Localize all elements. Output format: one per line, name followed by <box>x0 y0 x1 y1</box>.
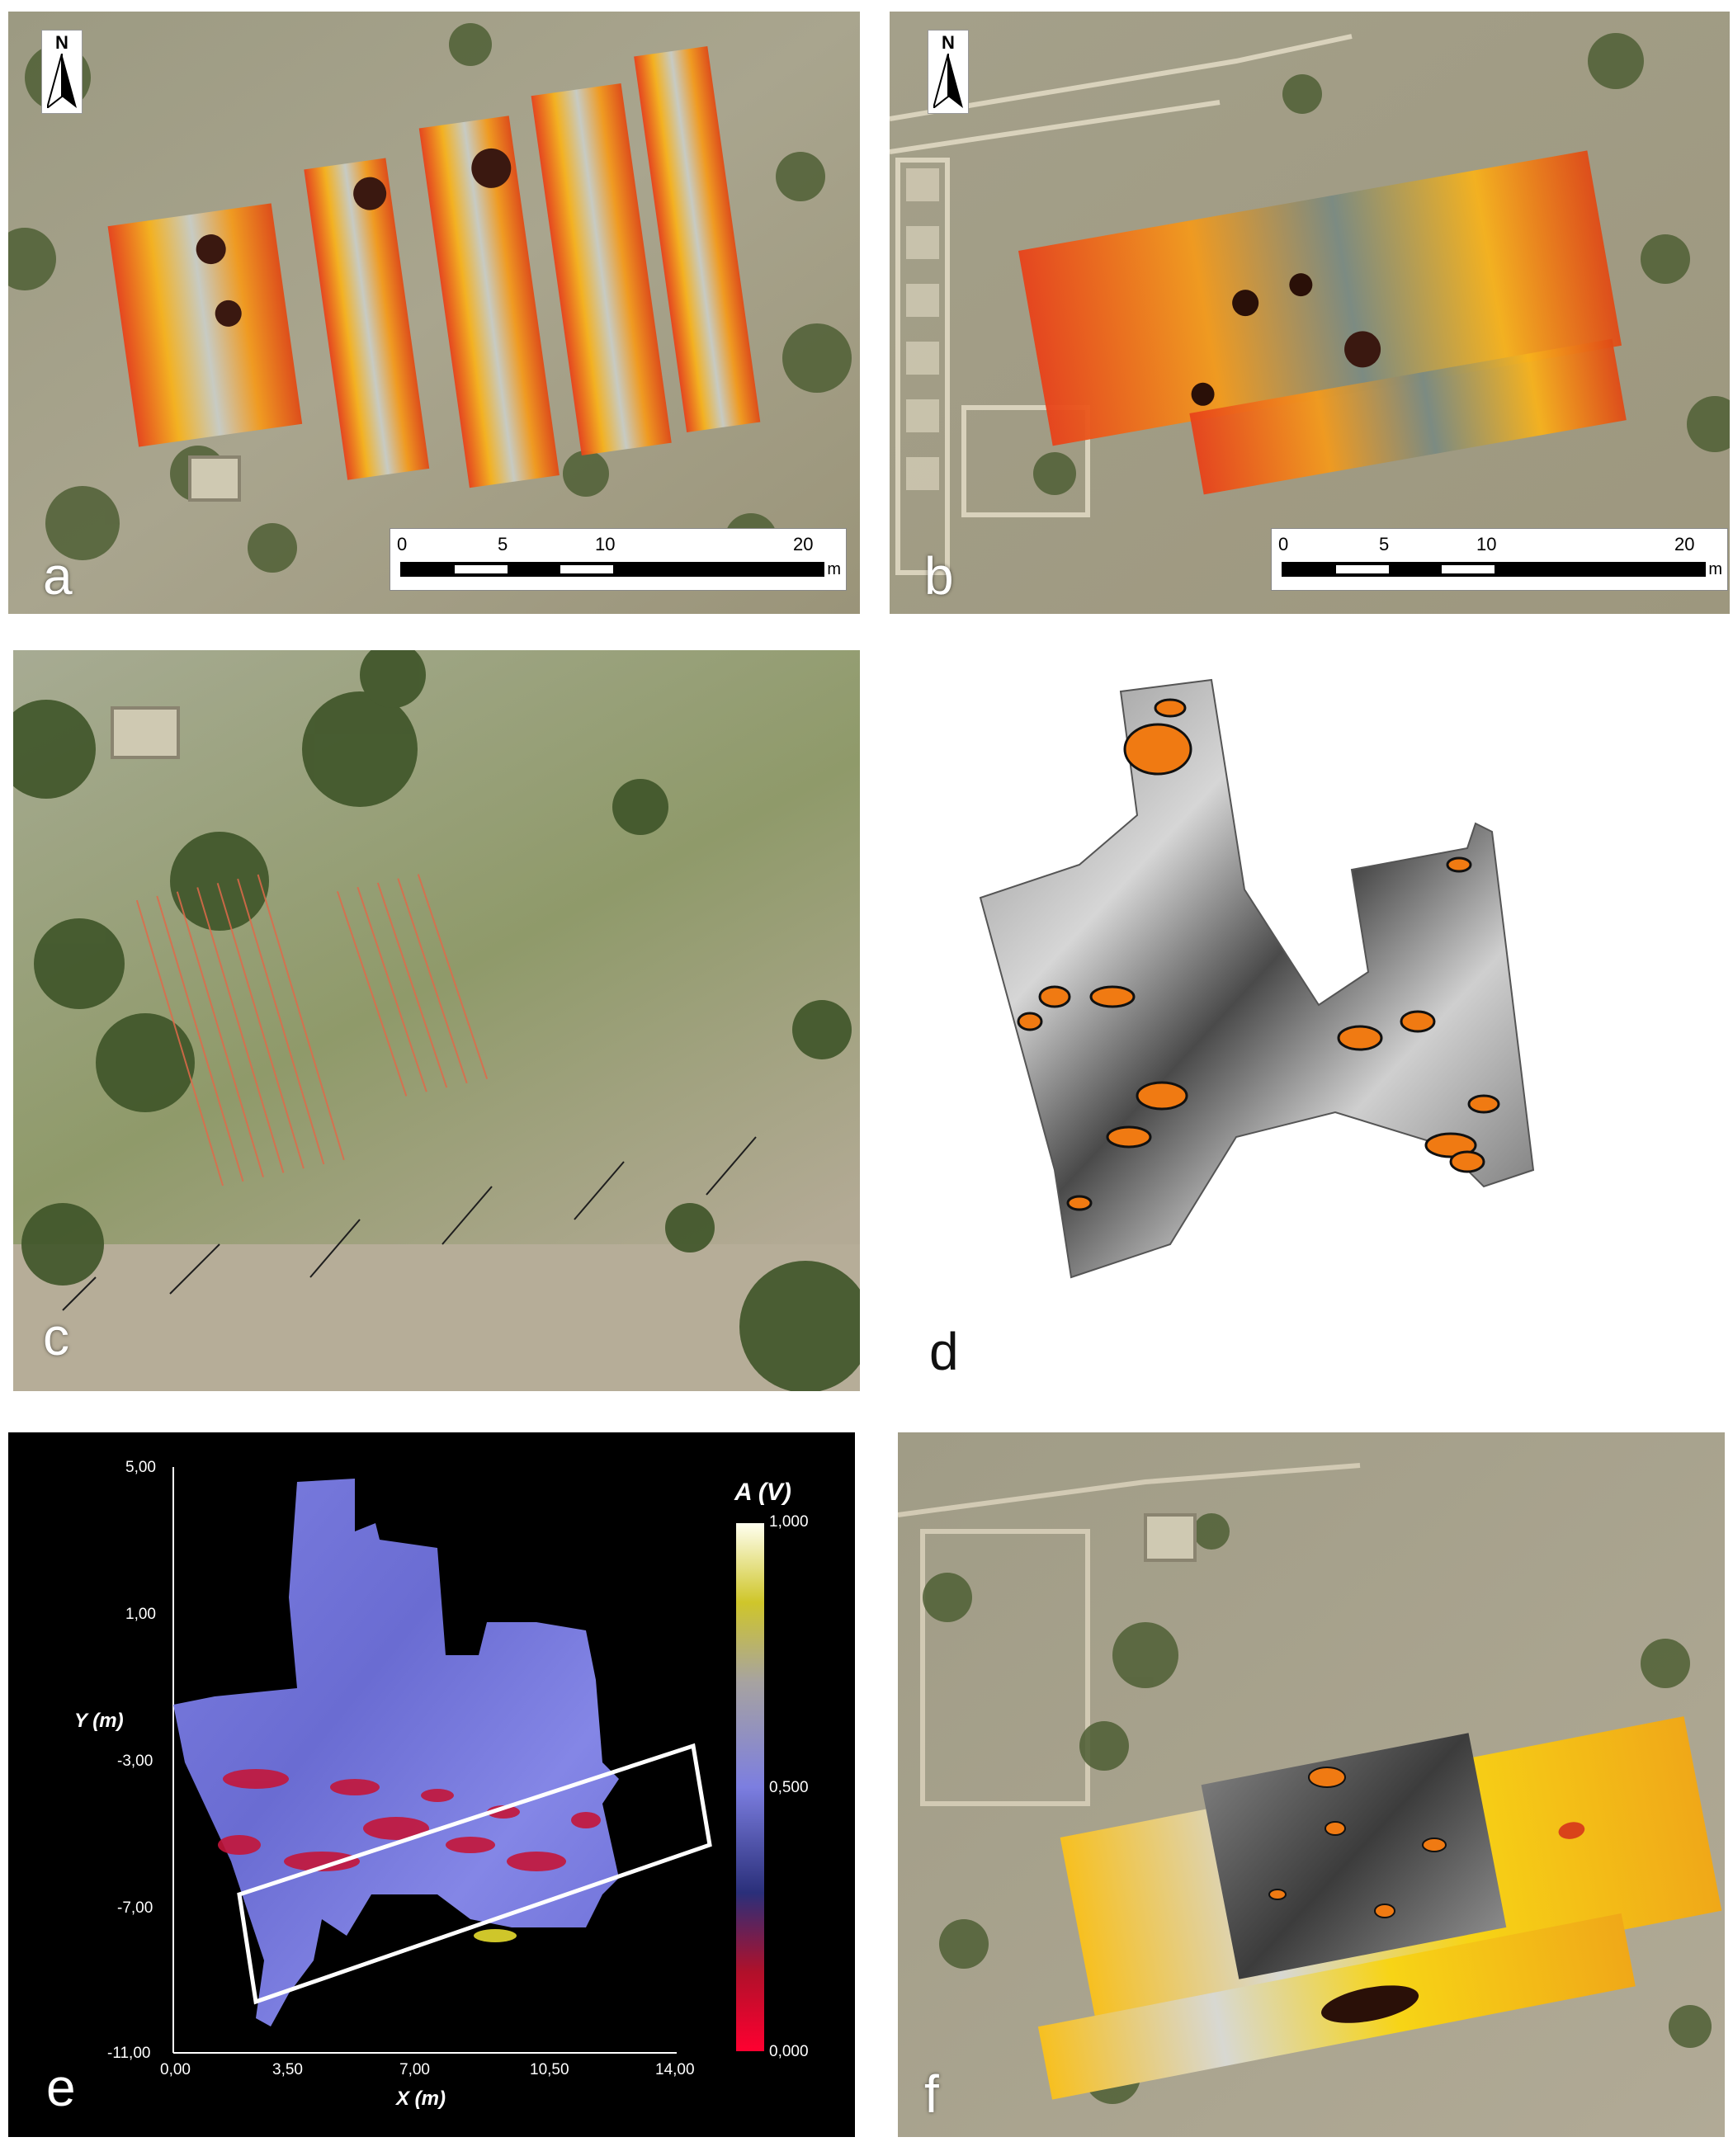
panel-label-c: c <box>43 1307 69 1366</box>
north-label: N <box>55 32 68 53</box>
panel-e: Y (m) X (m) 5,00 1,00 -3,00 -7,00 -11,00… <box>8 1432 855 2137</box>
scale-tick-5: 5 <box>1379 534 1390 554</box>
panel-f-aerial-image <box>898 1432 1725 2137</box>
scale-tick-0: 0 <box>397 534 408 554</box>
x-tick-10-5: 10,50 <box>530 2061 569 2078</box>
panel-label-a: a <box>43 546 73 606</box>
colorbar-tick-0: 0,000 <box>769 2043 809 2060</box>
colorbar-title: A (V) <box>734 1479 791 1506</box>
scale-tick-20: 20 <box>793 534 814 554</box>
x-tick-14: 14,00 <box>655 2061 695 2078</box>
colorbar-tick-1: 1,000 <box>769 1513 809 1531</box>
gpr-amplitude-area <box>173 1479 619 2026</box>
scale-unit: m <box>827 560 841 578</box>
panel-label-f: f <box>924 2064 939 2124</box>
panel-e-gpr-plot <box>172 1467 764 2054</box>
panel-a: N 0 5 10 20 m a <box>8 12 860 614</box>
panel-d-gpr-map <box>890 650 1730 1391</box>
y-tick-1: 1,00 <box>125 1606 156 1623</box>
scale-bar-graphic <box>400 562 824 577</box>
scale-tick-0: 0 <box>1278 534 1289 554</box>
x-tick-0: 0,00 <box>160 2061 191 2078</box>
scale-tick-5: 5 <box>498 534 508 554</box>
x-tick-7: 7,00 <box>399 2061 430 2078</box>
panel-f: f <box>898 1432 1725 2137</box>
panel-a-aerial-image <box>8 12 860 614</box>
scale-bar: 0 5 10 20 m <box>390 528 847 591</box>
north-label: N <box>942 32 955 53</box>
north-arrow: N <box>41 30 83 114</box>
panel-label-e: e <box>46 2058 76 2117</box>
y-tick-m7: -7,00 <box>117 1899 153 1917</box>
x-axis-title: X (m) <box>396 2088 446 2110</box>
y-tick-5: 5,00 <box>125 1459 156 1476</box>
scale-tick-20: 20 <box>1674 534 1695 554</box>
panel-label-b: b <box>924 546 954 606</box>
x-tick-3-5: 3,50 <box>272 2061 303 2078</box>
y-axis-title: Y (m) <box>74 1710 124 1732</box>
scale-tick-10: 10 <box>595 534 616 554</box>
y-tick-m11: -11,00 <box>107 2045 151 2062</box>
panel-b-aerial-image <box>890 12 1730 614</box>
panel-b: N 0 5 10 20 m b <box>890 12 1730 614</box>
colorbar-tick-0-5: 0,500 <box>769 1779 809 1796</box>
panel-c-aerial-image <box>13 650 860 1391</box>
highlight-box <box>237 1743 712 2005</box>
scale-unit: m <box>1708 560 1722 578</box>
panel-label-d: d <box>929 1322 959 1381</box>
panel-d: d <box>890 650 1730 1391</box>
scale-bar: 0 5 10 20 m <box>1271 528 1728 591</box>
y-tick-m3: -3,00 <box>117 1753 153 1770</box>
scale-tick-10: 10 <box>1476 534 1497 554</box>
scale-bar-graphic <box>1282 562 1706 577</box>
colorbar <box>736 1523 764 2051</box>
panel-c: c <box>13 650 860 1391</box>
north-arrow: N <box>928 30 969 114</box>
